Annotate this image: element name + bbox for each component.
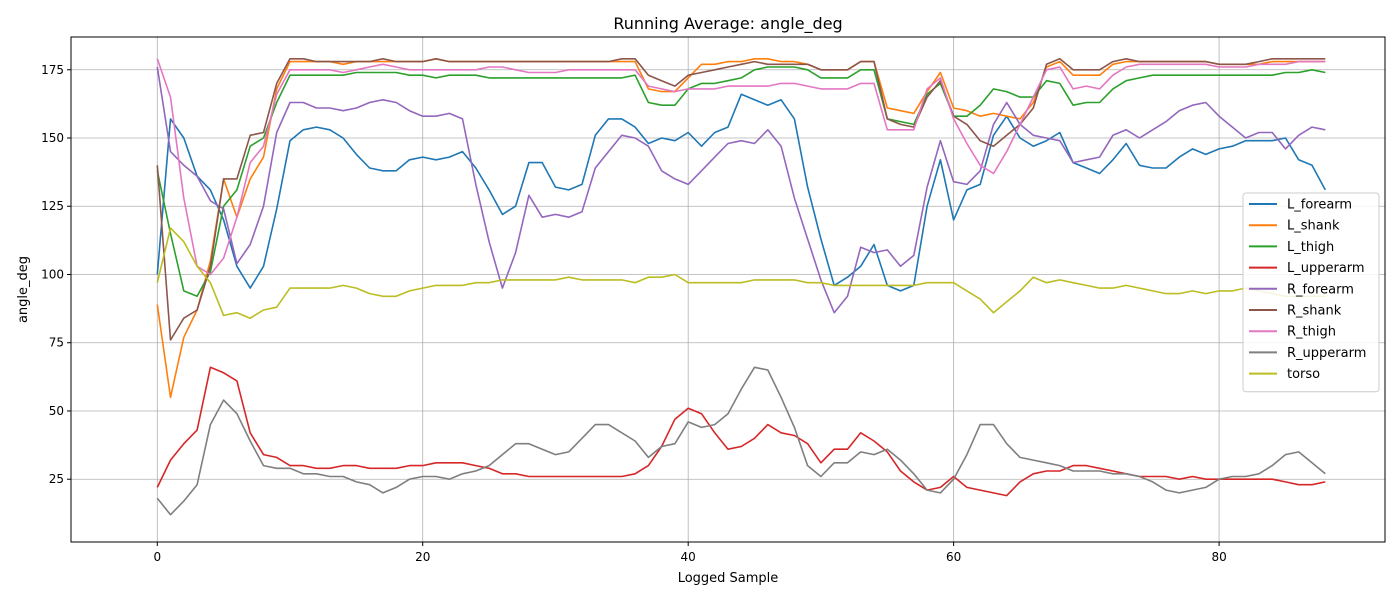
x-tick-label: 40 [681, 550, 696, 564]
series-line-L_thigh [156, 66, 1326, 298]
series-lines [156, 57, 1327, 516]
legend-label: L_thigh [1287, 240, 1334, 255]
series-line-R_upperarm [156, 366, 1326, 516]
y-tick-label: 25 [49, 472, 64, 486]
x-tick-label: 80 [1211, 550, 1226, 564]
y-axis-title: angle_deg [16, 256, 31, 323]
x-axis-title: Logged Sample [678, 571, 779, 586]
legend-label: L_shank [1287, 219, 1340, 234]
plot-frame [70, 36, 1386, 543]
legend-label: R_thigh [1287, 325, 1336, 340]
series-line-R_shank [156, 57, 1326, 341]
legend-label: L_upperarm [1287, 261, 1365, 276]
legend-box [1242, 192, 1380, 393]
legend-label: R_upperarm [1287, 346, 1366, 361]
y-tick-label: 175 [41, 63, 64, 77]
legend-label: torso [1287, 367, 1320, 382]
series-line-L_forearm [156, 93, 1327, 292]
series-line-R_thigh [156, 58, 1326, 276]
x-tick-label: 20 [415, 550, 430, 564]
series-line-torso [156, 227, 1326, 320]
x-tick-label: 60 [946, 550, 961, 564]
chart-title: Running Average: angle_deg [613, 14, 842, 34]
axis-ticks: 0 20 40 60 80 25 50 75 100 125 150 175 [41, 63, 1227, 564]
x-tick-label: 0 [153, 550, 161, 564]
legend: L_forearm L_shank L_thigh L_upperarm R_forea… [1242, 192, 1380, 393]
y-tick-label: 125 [41, 199, 64, 213]
legend-label: R_forearm [1287, 282, 1354, 297]
legend-label: R_shank [1287, 304, 1342, 319]
y-tick-label: 75 [49, 336, 64, 350]
y-tick-label: 50 [49, 404, 64, 418]
series-line-R_forearm [156, 66, 1326, 314]
y-tick-label: 100 [41, 267, 64, 281]
series-line-L_shank [156, 57, 1326, 399]
legend-label: L_forearm [1287, 198, 1352, 213]
y-tick-label: 150 [41, 131, 64, 145]
